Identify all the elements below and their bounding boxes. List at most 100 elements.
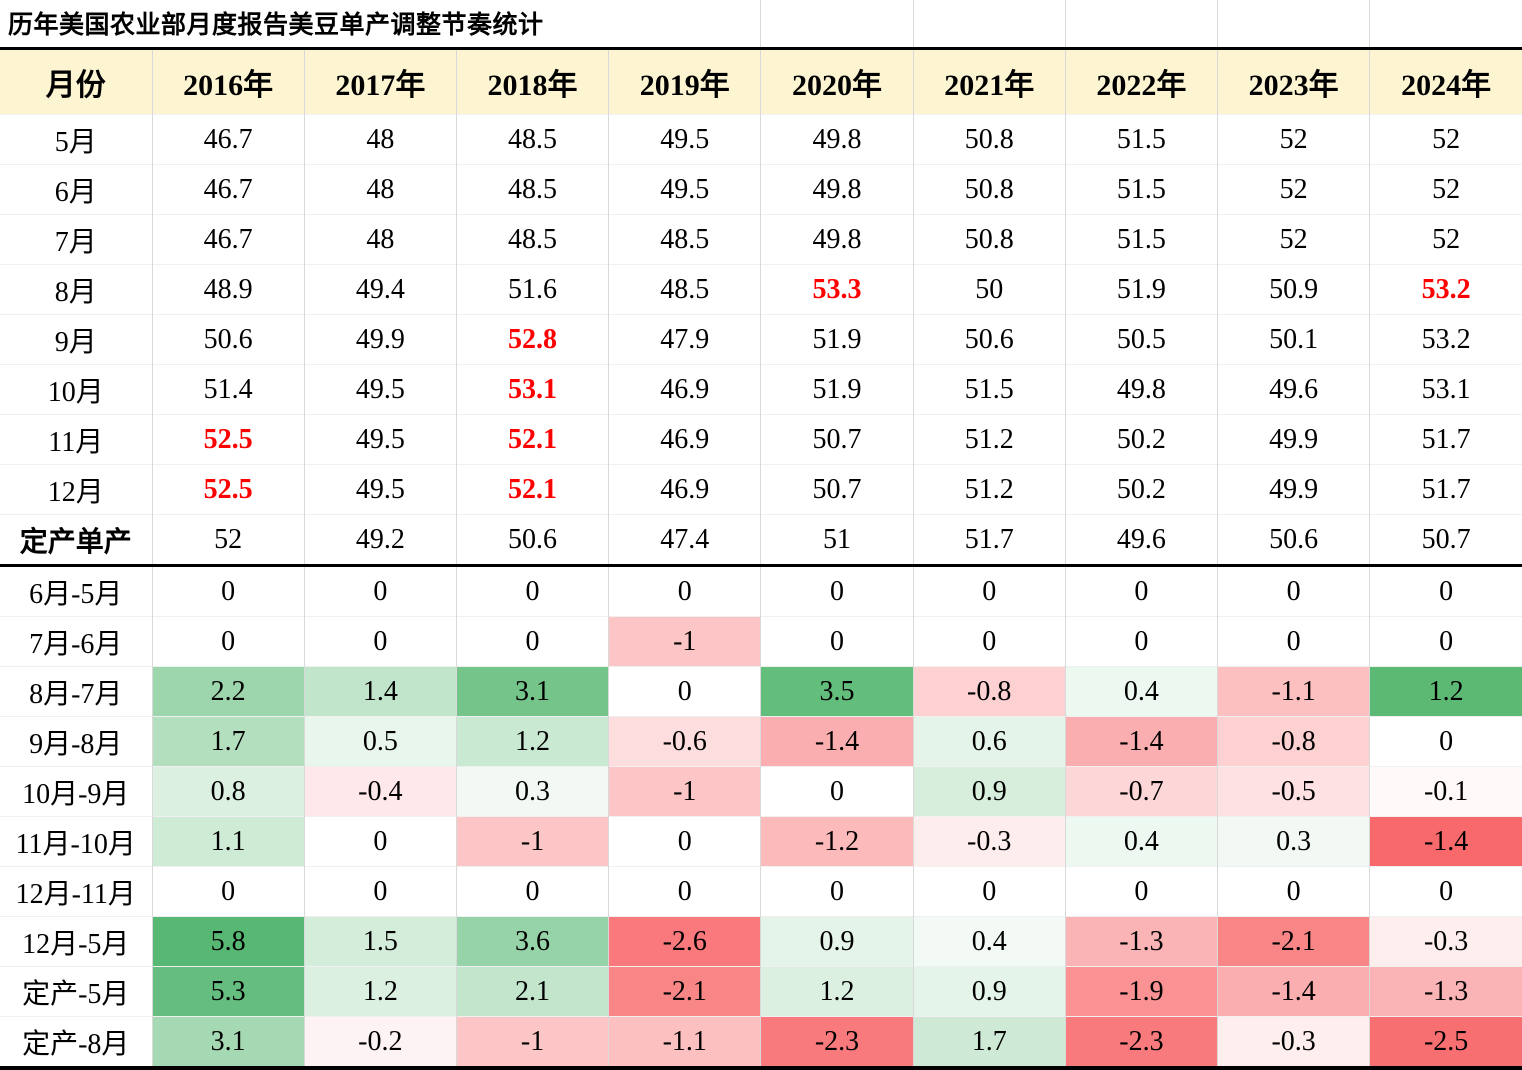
diff-cell: -1.1: [1217, 666, 1370, 717]
diff-cell: -2.1: [1217, 916, 1370, 967]
row-label: 9月: [0, 314, 152, 365]
diff-cell: -1.3: [1064, 916, 1218, 967]
column-header: 2022年: [1064, 48, 1218, 115]
yield-cell: 46.7: [151, 214, 305, 265]
row-label: 8月-7月: [0, 666, 152, 717]
yield-cell: 50.6: [912, 314, 1066, 365]
diff-cell: 0: [760, 616, 914, 667]
yield-cell: 51: [760, 514, 914, 566]
yield-cell: 53.1: [455, 364, 609, 415]
yield-cell: 50.7: [1369, 514, 1522, 566]
yield-cell: 46.9: [608, 414, 761, 465]
diff-cell: 0.6: [912, 716, 1066, 767]
title-gridline-cell: [1217, 0, 1370, 50]
row-label: 11月-10月: [0, 816, 152, 867]
diff-cell: 0: [1064, 564, 1218, 617]
diff-cell: -1.4: [1064, 716, 1218, 767]
yield-cell: 53.2: [1369, 264, 1522, 315]
yield-cell: 51.2: [912, 414, 1066, 465]
yield-cell: 49.8: [1064, 364, 1218, 415]
yield-cell: 49.8: [760, 214, 914, 265]
yield-cell: 52.1: [455, 464, 609, 515]
row-label: 6月-5月: [0, 564, 152, 617]
diff-cell: 1.7: [151, 716, 305, 767]
row-label: 定产-5月: [0, 966, 152, 1017]
yield-cell: 51.9: [760, 364, 914, 415]
diff-cell: 0: [608, 666, 761, 717]
yield-cell: 51.7: [912, 514, 1066, 566]
diff-cell: -2.3: [1064, 1016, 1218, 1068]
yield-cell: 50.8: [912, 114, 1066, 165]
row-label: 10月: [0, 364, 152, 415]
diff-cell: 0: [151, 564, 305, 617]
diff-cell: -0.3: [912, 816, 1066, 867]
diff-cell: 0: [608, 816, 761, 867]
yield-cell: 51.9: [1064, 264, 1218, 315]
diff-cell: 0: [1369, 866, 1522, 917]
diff-cell: 0.5: [303, 716, 457, 767]
yield-cell: 52: [1369, 214, 1522, 265]
diff-cell: 0: [303, 616, 457, 667]
diff-cell: -0.7: [1064, 766, 1218, 817]
diff-cell: 2.2: [151, 666, 305, 717]
diff-cell: -1.9: [1064, 966, 1218, 1017]
diff-cell: 0: [455, 866, 609, 917]
yield-cell: 48: [303, 214, 457, 265]
yield-cell: 47.4: [608, 514, 761, 566]
column-header: 2021年: [912, 48, 1066, 115]
diff-cell: 1.4: [303, 666, 457, 717]
yield-cell: 52.5: [151, 464, 305, 515]
yield-cell: 51.7: [1369, 464, 1522, 515]
diff-cell: -1: [455, 1016, 609, 1068]
yield-cell: 52: [1217, 164, 1370, 215]
yield-cell: 49.6: [1064, 514, 1218, 566]
yield-cell: 48.5: [455, 214, 609, 265]
column-header: 2019年: [608, 48, 761, 115]
yield-cell: 52: [1217, 114, 1370, 165]
yield-cell: 49.5: [608, 114, 761, 165]
diff-cell: 0.4: [912, 916, 1066, 967]
diff-cell: 0: [608, 866, 761, 917]
yield-cell: 50.6: [455, 514, 609, 566]
yield-cell: 51.9: [760, 314, 914, 365]
diff-cell: 3.5: [760, 666, 914, 717]
yield-cell: 51.5: [1064, 114, 1218, 165]
yield-cell: 49.9: [1217, 464, 1370, 515]
diff-cell: 1.2: [303, 966, 457, 1017]
diff-cell: -0.6: [608, 716, 761, 767]
diff-cell: -0.3: [1369, 916, 1522, 967]
diff-cell: -1.4: [760, 716, 914, 767]
row-label: 7月-6月: [0, 616, 152, 667]
column-header: 2020年: [760, 48, 914, 115]
diff-cell: 1.2: [760, 966, 914, 1017]
yield-cell: 49.2: [303, 514, 457, 566]
diff-cell: -1.4: [1369, 816, 1522, 867]
diff-cell: 0: [151, 616, 305, 667]
yield-cell: 49.5: [608, 164, 761, 215]
row-label: 9月-8月: [0, 716, 152, 767]
diff-cell: 2.1: [455, 966, 609, 1017]
yield-cell: 48.5: [608, 214, 761, 265]
yield-cell: 52: [1369, 164, 1522, 215]
column-header: 2016年: [151, 48, 305, 115]
yield-cell: 52.1: [455, 414, 609, 465]
yield-cell: 50.8: [912, 214, 1066, 265]
diff-cell: 0: [151, 866, 305, 917]
diff-cell: -1: [608, 616, 761, 667]
row-label: 6月: [0, 164, 152, 215]
diff-cell: 5.3: [151, 966, 305, 1017]
diff-cell: 0: [912, 564, 1066, 617]
yield-cell: 50.5: [1064, 314, 1218, 365]
diff-cell: 0: [608, 564, 761, 617]
diff-cell: 0.4: [1064, 666, 1218, 717]
diff-cell: 3.6: [455, 916, 609, 967]
yield-cell: 52: [1369, 114, 1522, 165]
diff-cell: 0.4: [1064, 816, 1218, 867]
yield-cell: 53.2: [1369, 314, 1522, 365]
yield-cell: 50.2: [1064, 414, 1218, 465]
yield-cell: 52: [1217, 214, 1370, 265]
diff-cell: -2.6: [608, 916, 761, 967]
diff-cell: 0: [1064, 866, 1218, 917]
page-title: 历年美国农业部月度报告美豆单产调整节奏统计: [0, 0, 761, 50]
